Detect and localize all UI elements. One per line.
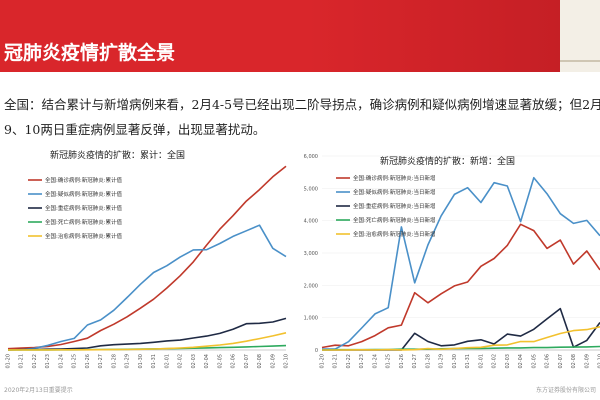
y-tick-label: 2,000 <box>304 283 318 289</box>
x-tick-label: 01-24 <box>372 354 378 369</box>
x-tick-label: 01-26 <box>85 354 91 369</box>
y-tick-label: 4,000 <box>304 219 318 225</box>
footer-note: 2020年2月13日重要提示 <box>4 387 73 394</box>
x-tick-label: 02-09 <box>270 354 276 369</box>
summary-line-1: 全国：结合累计与新增病例来看，2月4-5号已经出现二阶导拐点，确诊病例和疑似病例… <box>4 97 600 112</box>
x-tick-label: 01-23 <box>359 354 365 369</box>
chart-title: 新冠肺炎疫情的扩散：累计：全国 <box>50 149 185 161</box>
chart-title: 新冠肺炎疫情的扩散：新增：全国 <box>380 155 515 167</box>
x-tick-label: 02-09 <box>584 354 590 369</box>
x-tick-label: 01-27 <box>412 354 418 369</box>
x-tick-label: 02-10 <box>598 354 600 369</box>
series-line-5 <box>8 332 287 351</box>
x-tick-label: 01-29 <box>439 354 445 369</box>
legend-label: 全国:疑似病例:新冠肺炎:当日新增 <box>353 188 436 196</box>
legend-label: 全国:确诊病例:新冠肺炎:累计值 <box>45 176 123 184</box>
x-tick-label: 01-25 <box>386 354 392 369</box>
x-tick-label: 01-24 <box>58 354 64 369</box>
series-line-1 <box>7 165 287 350</box>
x-tick-label: 01-30 <box>138 354 144 369</box>
legend-label: 全国:确诊病例:新冠肺炎:当日新增 <box>353 174 436 182</box>
x-tick-label: 02-07 <box>558 354 564 369</box>
x-tick-label: 02-08 <box>257 354 263 369</box>
x-tick-label: 01-22 <box>32 354 38 369</box>
x-tick-label: 01-28 <box>425 354 431 369</box>
x-tick-label: 01-30 <box>452 354 458 369</box>
x-tick-label: 02-05 <box>531 354 537 369</box>
x-tick-label: 02-05 <box>217 354 223 369</box>
title-banner: 冠肺炎疫情扩散全景 <box>0 0 560 72</box>
series-line-3 <box>322 307 600 351</box>
x-tick-label: 01-21 <box>333 354 339 369</box>
series-line-2 <box>322 176 600 350</box>
x-tick-label: 02-04 <box>518 354 524 369</box>
x-tick-label: 01-28 <box>111 354 117 369</box>
x-tick-label: 02-03 <box>505 354 511 369</box>
legend-label: 全国:死亡病例:新冠肺炎:当日新增 <box>353 216 436 224</box>
x-tick-label: 01-20 <box>6 354 12 369</box>
legend-label: 全国:重症病例:新冠肺炎:当日新增 <box>353 202 436 210</box>
series-line-5 <box>322 326 600 351</box>
x-tick-label: 01-31 <box>151 354 157 369</box>
x-tick-label: 02-04 <box>204 354 210 369</box>
legend-label: 全国:治愈病例:新冠肺炎:累计值 <box>45 232 123 240</box>
x-tick-label: 02-06 <box>545 354 551 369</box>
x-tick-label: 02-01 <box>164 354 170 369</box>
series-line-1 <box>321 223 600 349</box>
x-tick-label: 01-29 <box>125 354 131 369</box>
x-tick-label: 02-01 <box>478 354 484 369</box>
x-tick-label: 01-27 <box>98 354 104 369</box>
corner-line <box>560 60 600 62</box>
x-tick-label: 01-25 <box>72 354 78 369</box>
summary-text: 全国：结合累计与新增病例来看，2月4-5号已经出现二阶导拐点，确诊病例和疑似病例… <box>4 92 600 142</box>
y-tick-label: 0 <box>315 348 318 354</box>
footer-source: 东方证券股份有限公司 <box>535 387 596 394</box>
legend-label: 全国:疑似病例:新冠肺炎:累计值 <box>45 190 123 198</box>
legend-label: 全国:重症病例:新冠肺炎:累计值 <box>45 204 123 212</box>
x-tick-label: 02-03 <box>191 354 197 369</box>
x-tick-label: 01-21 <box>19 354 25 369</box>
series-line-2 <box>8 224 287 351</box>
summary-line-2: 9、10两日重症病例显著反弹，出现显著扰动。 <box>4 122 266 137</box>
x-tick-label: 02-06 <box>231 354 237 369</box>
x-tick-label: 02-02 <box>492 354 498 369</box>
x-tick-label: 02-07 <box>244 354 250 369</box>
y-tick-label: 3,000 <box>304 251 318 257</box>
x-tick-label: 01-26 <box>399 354 405 369</box>
y-tick-label: 1,000 <box>304 316 318 322</box>
x-tick-label: 01-22 <box>346 354 352 369</box>
y-tick-label: 6,000 <box>304 154 318 160</box>
x-tick-label: 02-02 <box>178 354 184 369</box>
cumulative-chart: 新冠肺炎疫情的扩散：累计：全国 01-20 01-21 01-22 01-23 01-24… <box>6 149 290 369</box>
x-tick-label: 01-20 <box>320 354 326 369</box>
x-tick-label: 02-10 <box>284 354 290 369</box>
x-tick-label: 02-08 <box>571 354 577 369</box>
legend-label: 全国:死亡病例:新冠肺炎:累计值 <box>45 218 123 226</box>
legend-label: 全国:治愈病例:新冠肺炎:当日新增 <box>353 230 436 238</box>
daily-new-chart: 新冠肺炎疫情的扩散：新增：全国 0 1,000 2,000 3,000 4,000 5,00… <box>304 154 600 369</box>
y-tick-label: 5,000 <box>304 186 318 192</box>
x-tick-label: 01-31 <box>465 354 471 369</box>
x-tick-label: 01-23 <box>45 354 51 369</box>
page-title: 冠肺炎疫情扩散全景 <box>4 42 176 64</box>
